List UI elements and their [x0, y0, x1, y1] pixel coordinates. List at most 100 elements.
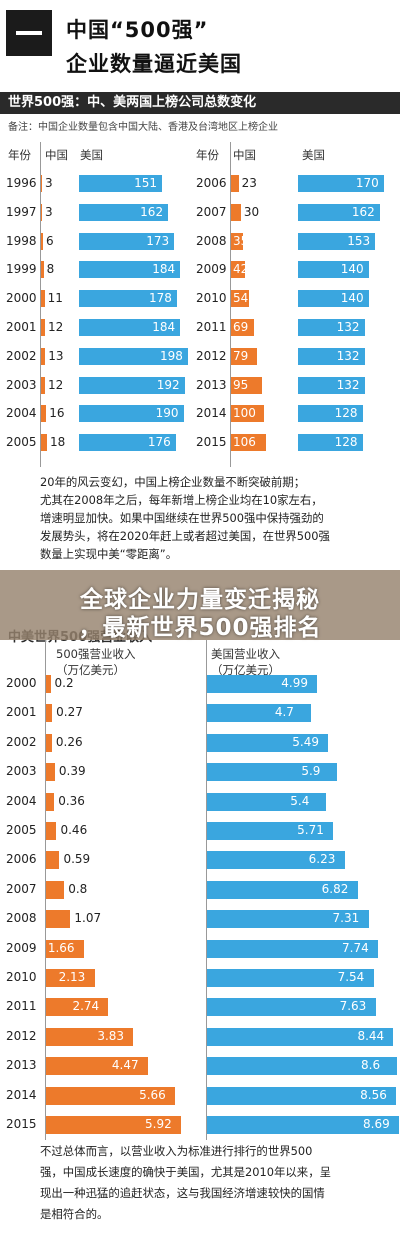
- chart1-bar-us: [298, 232, 376, 250]
- chart1-year-label: 2005: [6, 435, 37, 450]
- chart2-value-us: 6.82: [321, 881, 349, 896]
- chart1-bar-cn: [41, 232, 43, 250]
- chart1-value-us: 178: [148, 291, 172, 306]
- chart1-year-label: 2008: [196, 233, 227, 248]
- chart1-col-us-left: 美国: [80, 148, 103, 162]
- chart2-bar-cn: [46, 822, 57, 840]
- chart1-bar-us: [298, 290, 369, 308]
- chart1-bar-us: [298, 347, 365, 365]
- chart1-year-label: 1999: [6, 262, 37, 277]
- chart2-bar-us: [207, 969, 374, 987]
- chart1-bar-cn: [41, 261, 44, 279]
- chart2-value-us: 5.49: [292, 734, 320, 749]
- chart1-axis-right: [230, 142, 231, 467]
- paragraph1-line: 尤其在2008年之后，每年新增上榜企业均在10家左右，: [40, 493, 323, 507]
- chart1-year-label: 2010: [196, 291, 227, 306]
- chart1-bar-cn: [231, 175, 239, 192]
- chart2-bar-us: [207, 704, 311, 723]
- chart1-value-us: 132: [336, 348, 360, 363]
- chart2-bar-us: [207, 1086, 397, 1105]
- chart2-value-us: 8.69: [363, 1117, 390, 1131]
- chart1-title: 世界500强：中、美两国上榜公司总数变化: [0, 92, 400, 114]
- chart1-bar-us: [79, 290, 177, 308]
- chart2-value-cn: 0.46: [60, 823, 88, 837]
- chart2-bar-us: [207, 939, 378, 958]
- chart1-axis-left: [40, 142, 41, 467]
- chart2-value-cn: 2.74: [72, 999, 100, 1014]
- chart1-bar-us: [298, 319, 365, 336]
- chart1-col-us-right: 美国: [302, 148, 325, 162]
- chart2-bar-cn: [46, 851, 60, 870]
- chart1-col-cn-right: 中国: [233, 148, 256, 162]
- chart2-value-us: 4.99: [281, 676, 308, 690]
- chart1-bar-cn: [41, 434, 47, 452]
- chart1-year-label: 1997: [6, 204, 37, 219]
- chart1-bar-us: [79, 319, 181, 336]
- chart1-bar-us: [298, 405, 363, 423]
- chart2-year-label: 2013: [6, 1058, 37, 1073]
- chart2-bar-cn: [46, 910, 71, 929]
- chart1-bar-cn: [41, 290, 45, 308]
- chart1-bar-cn: [231, 434, 266, 452]
- chart1-bar-cn: [231, 347, 258, 365]
- chart1-bar-us: [79, 405, 184, 423]
- overlay-line1: 全球企业力量变迁揭秘: [80, 587, 320, 613]
- chart1-value-cn: 54: [233, 291, 249, 306]
- chart2-bar-us: [207, 792, 327, 811]
- chart1-bar-us: [298, 203, 380, 221]
- chart1-value-us: 132: [336, 320, 360, 334]
- chart2-bar-us: [207, 880, 358, 899]
- chart1-bar-cn: [41, 376, 45, 394]
- chart2-year-label: 2004: [6, 793, 37, 808]
- chart1-bar-cn: [231, 232, 243, 250]
- chart1-bar-cn: [41, 347, 46, 365]
- chart2-value-cn: 0.39: [58, 764, 86, 779]
- overlay-line2: ，最新世界500强排名: [78, 615, 322, 641]
- chart1-bar-cn: [41, 405, 47, 423]
- chart1-value-us: 162: [140, 204, 164, 219]
- chart2-year-label: 2009: [6, 940, 37, 955]
- chart1-value-cn: 12: [47, 320, 64, 334]
- chart1-value-us: 162: [351, 204, 375, 219]
- chart2-value-cn: 1.07: [74, 911, 102, 926]
- chart1-bar-cn: [41, 175, 42, 192]
- chart2-value-cn: 5.92: [145, 1117, 172, 1131]
- chart2-bar-us: [207, 733, 329, 752]
- chart1-value-cn: 3: [44, 204, 53, 219]
- chart2-bar-cn: [46, 763, 55, 782]
- chart1-value-cn: 11: [47, 291, 63, 306]
- chart1-bar-cn: [231, 376, 263, 394]
- chart1-bar-cn: [41, 319, 45, 336]
- chart1-value-us: 184: [152, 262, 176, 277]
- chart1-bar-us: [79, 434, 176, 452]
- chart2-bar-cn: [46, 792, 55, 811]
- chart2-bar-us: [207, 998, 376, 1017]
- chart2-value-cn: 5.66: [139, 1087, 166, 1102]
- chart2-value-us: 7.54: [337, 970, 365, 984]
- chart1-value-cn: 79: [233, 348, 249, 363]
- chart2-bar-cn: [46, 1086, 176, 1105]
- chart1-value-us: 170: [355, 176, 379, 190]
- chart1-value-cn: 95: [233, 377, 249, 392]
- chart2-bar-us: [207, 910, 369, 929]
- chart2-value-us: 6.23: [308, 852, 336, 867]
- chart1-bar-us: [298, 175, 384, 192]
- chart1-col-cn-left: 中国: [45, 148, 68, 162]
- chart2-year-label: 2014: [6, 1087, 37, 1102]
- paragraph1-line: 20年的风云变幻，中国上榜企业数量不断突破前期；: [40, 475, 306, 489]
- chart1-value-cn: 3: [44, 176, 53, 190]
- chart2-year-label: 2008: [6, 911, 37, 926]
- chart1-value-us: 173: [146, 233, 170, 248]
- chart1-value-cn: 23: [241, 176, 257, 190]
- chart2-value-us: 5.71: [297, 823, 324, 837]
- chart2-bar-cn: [46, 704, 53, 723]
- chart2-year-label: 2003: [6, 764, 37, 779]
- chart2-cn-header-2: （万亿美元）: [56, 663, 125, 677]
- chart1-value-cn: 16: [49, 406, 65, 421]
- chart1-year-label: 1996: [6, 176, 37, 190]
- chart1-year-label: 2007: [196, 204, 227, 219]
- chart1-value-us: 140: [340, 291, 364, 306]
- chart2-value-cn: 0.36: [58, 793, 85, 808]
- chart2-value-us: 7.74: [342, 940, 369, 955]
- chart2-value-cn: 0.2: [54, 676, 74, 690]
